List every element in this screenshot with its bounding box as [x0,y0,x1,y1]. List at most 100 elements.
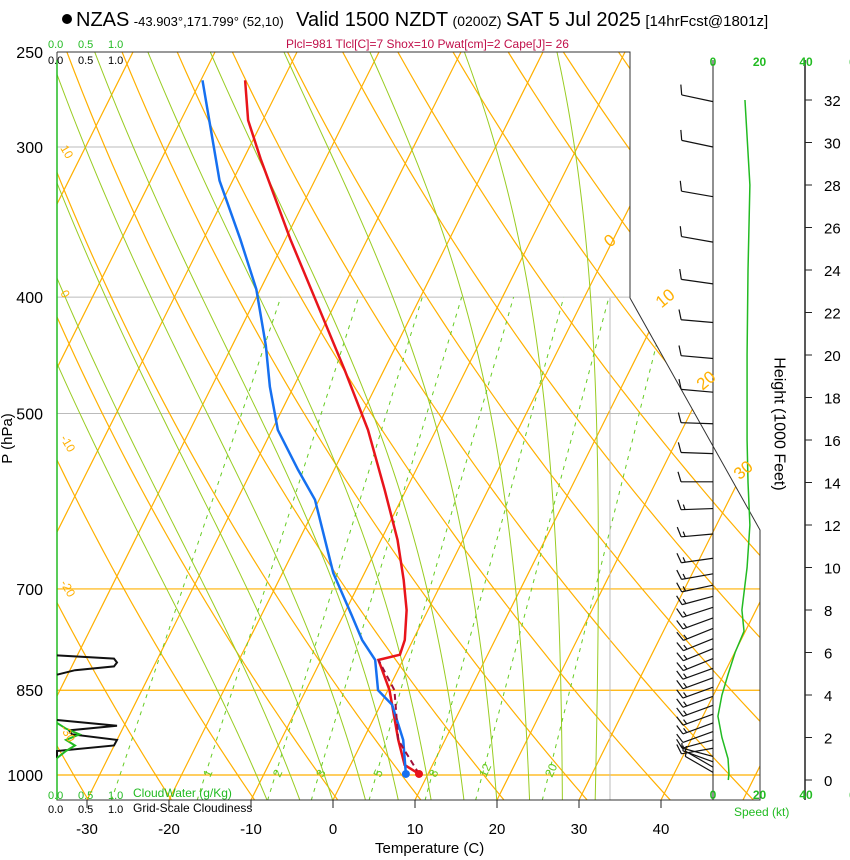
pressure-tick-label: 400 [16,290,43,307]
wind-barb-staff [681,533,714,538]
series-dewpoint-line [201,80,408,775]
wind-barb-flag [676,739,683,749]
wind-barb-half [683,710,688,716]
moist-adiabat-line [556,52,599,800]
wind-barb-staff [681,739,714,749]
wind-barb-half [683,634,688,640]
dry-adiabat-line [57,52,426,800]
mixing-ratio-label: 1 [200,767,216,779]
forecast-info: [14hrFcst@1801z] [645,13,769,30]
moist-adiabat-line [94,52,399,800]
wind-barb-staff [681,388,714,393]
speed-tick-bottom: 20 [753,788,767,802]
wind-barb-staff [681,278,714,285]
x-tick-label: 30 [571,821,588,838]
series-parcel-line [377,659,420,775]
height-tick-label: 32 [824,93,841,110]
dry-adiabat-line [331,52,760,800]
dry-adiabat-line [221,52,760,800]
wind-barb-staff [681,139,714,148]
wind-barb-flag [676,552,682,563]
cloudiness-tick-bottom: 0.0 [48,804,63,816]
moist-adiabat-line [209,52,465,800]
wind-barb-staff [683,627,714,641]
dry-adiabat-label: -10 [57,433,78,455]
speed-tick-top: 40 [799,55,813,69]
wind-barb-half [682,611,687,617]
wind-barb-half [683,622,688,628]
dry-adiabat-line [603,52,760,800]
valid-date: SAT 5 Jul 2025 [506,9,641,31]
height-tick-label: 10 [824,561,841,578]
mixing-ratio-label: 2 [270,767,286,779]
wind-barb-flag [676,642,684,652]
station-dot-icon [62,14,72,24]
moist-adiabat-line [57,52,367,800]
moist-adiabat-line [283,52,498,800]
dry-adiabat-line [57,52,259,800]
x-tick-label: 10 [407,821,424,838]
cloudwater-tick-top: 1.0 [108,39,123,51]
stability-indices: Plcl=981 Tlcl[C]=7 Shox=10 Pwat[cm]=2 Ca… [286,37,569,51]
wind-barb-flag [679,268,682,280]
series-temperature-line [243,80,420,776]
wind-barb-staff [681,94,714,103]
wind-barb-flag [676,620,684,630]
isotherm-line [57,52,391,800]
station-coords: -43.903°,171.799° (52,10) [133,14,284,29]
x-tick-label: -30 [76,821,98,838]
moist-adiabat-line [57,52,301,800]
speed-tick-bottom: 40 [799,788,813,802]
wind-barb-staff [681,584,714,593]
cloudwater-label: CloudWater (g/Kg) [133,786,232,800]
wind-barb-flag [680,84,683,96]
mixing-ratio-label: 12 [476,761,494,779]
y-axis-title: P (hPa) [0,413,16,464]
dewpoint-surface-dot [401,769,410,778]
mixing-ratio-line [310,296,463,800]
cloudiness-tick-top: 0.0 [48,55,63,67]
moist-adiabat-line [463,52,563,800]
dry-adiabat-line [57,52,176,800]
x-tick-label: -10 [240,821,262,838]
cloudwater-tick-bottom: 0.5 [78,790,93,802]
wind-barb-staff [682,677,714,690]
isotherm-line [57,52,309,800]
wind-barb-flag [678,345,682,356]
wind-barb-flag [679,180,683,192]
pressure-tick-label: 300 [16,140,43,157]
height-tick-label: 28 [824,178,841,195]
wind-barbs [676,84,714,773]
wind-barb-staff [681,557,714,564]
wind-barb-half [682,531,686,537]
mixing-ratio-label: 5 [370,767,386,779]
cloudiness-tick-bottom: 0.5 [78,804,93,816]
isotherm-line [657,52,760,800]
wind-barb-flag [676,733,684,743]
pressure-tick-label: 500 [16,406,43,423]
wind-barb-half [683,701,688,707]
wind-barb-flag [676,582,683,593]
wind-barb-staff [680,451,714,455]
isotherm-line [83,52,473,800]
sounding-series [201,80,424,778]
height-tick-label: 18 [824,391,841,408]
wind-barb-flag [676,670,684,680]
wind-barb-half [683,664,688,670]
wind-barb-half [682,557,686,563]
x-tick-label: -20 [158,821,180,838]
cloudwater-tick-top: 0.5 [78,39,93,51]
wind-barb-staff [683,648,714,662]
height-tick-label: 4 [824,688,832,705]
cloudiness-profile-line [56,654,119,676]
isotherm-label: 30 [730,457,757,484]
wind-barb-staff [681,355,714,360]
dry-adiabat-label: 10 [57,143,76,162]
wind-barb-staff [682,713,714,726]
wind-barb-flag [678,309,682,320]
speed-tick-top: 20 [753,55,767,69]
wind-barb-half [683,719,688,725]
wind-barb-flag [676,595,683,605]
wind-barb-staff [681,319,714,324]
